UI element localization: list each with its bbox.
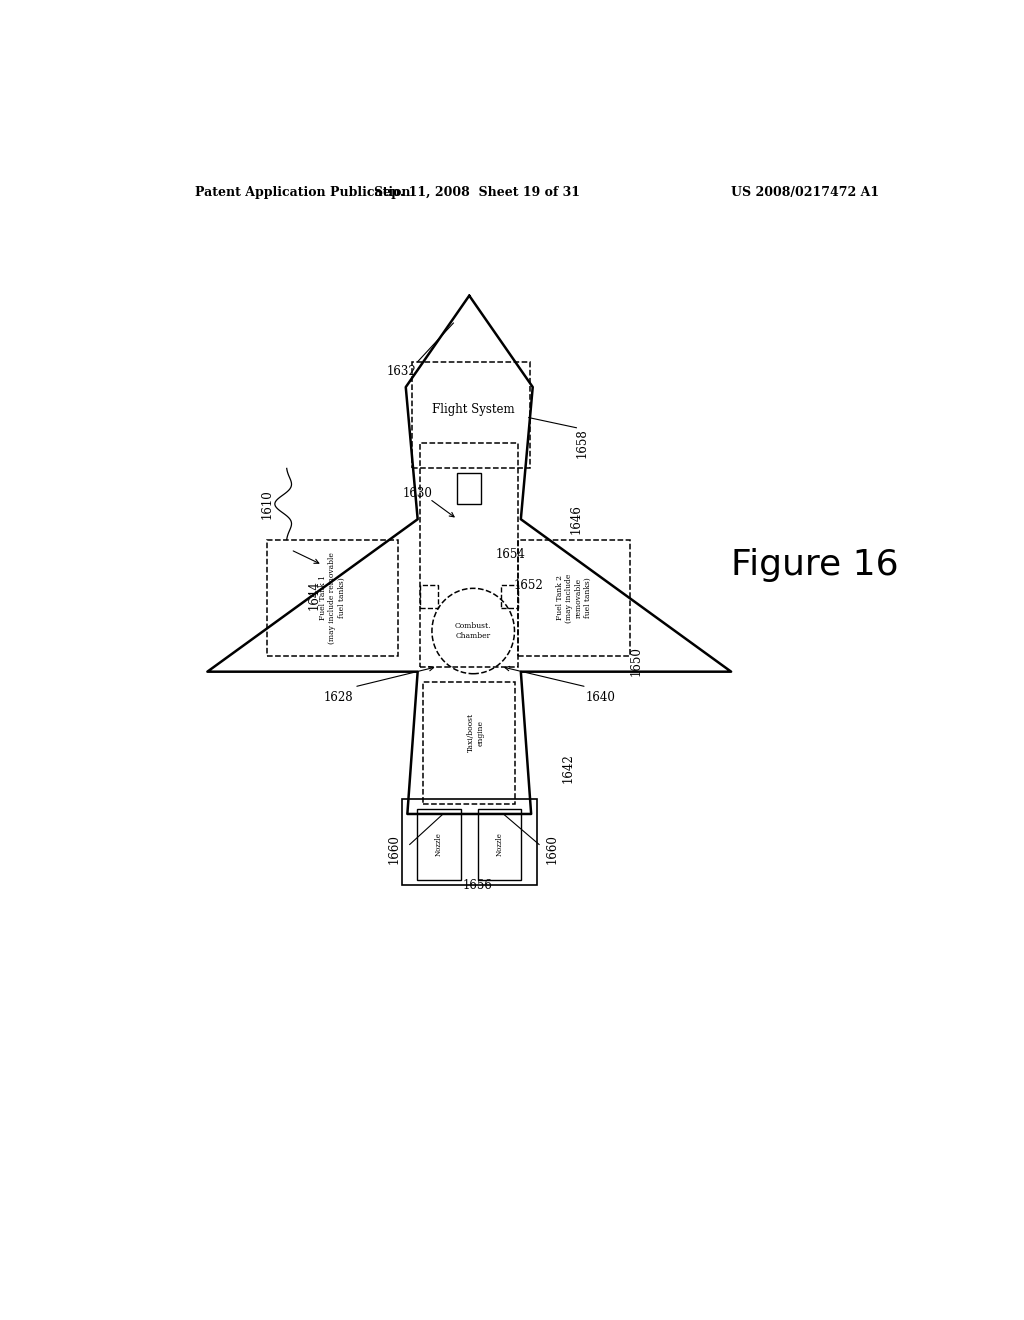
Text: Nozzle: Nozzle <box>496 833 504 857</box>
Text: US 2008/0217472 A1: US 2008/0217472 A1 <box>731 186 880 199</box>
Text: 1632: 1632 <box>387 366 417 379</box>
Bar <box>477 809 521 880</box>
Bar <box>267 540 397 656</box>
Text: Fuel Tank 2
(may include
removable
fuel tanks): Fuel Tank 2 (may include removable fuel … <box>556 573 592 623</box>
Bar <box>458 474 481 504</box>
Bar <box>423 682 515 804</box>
Text: 1640: 1640 <box>586 690 615 704</box>
Bar <box>401 799 537 886</box>
Text: 1658: 1658 <box>575 428 589 458</box>
Bar <box>420 444 518 667</box>
Bar <box>412 362 529 469</box>
Text: Fuel Tank 1
(may include removable
fuel tanks): Fuel Tank 1 (may include removable fuel … <box>319 552 345 644</box>
Text: 1642: 1642 <box>562 754 574 783</box>
Bar <box>501 585 518 607</box>
Text: Figure 16: Figure 16 <box>731 548 898 582</box>
Text: 1650: 1650 <box>630 647 642 676</box>
Text: 1644: 1644 <box>308 581 321 610</box>
Text: 1660: 1660 <box>387 834 400 865</box>
Bar <box>518 540 630 656</box>
Text: 1630: 1630 <box>402 487 432 500</box>
Text: 1652: 1652 <box>514 578 544 591</box>
Text: Patent Application Publication: Patent Application Publication <box>196 186 411 199</box>
Text: Taxi/boost
engine: Taxi/boost engine <box>467 713 484 752</box>
Text: 1660: 1660 <box>546 834 559 865</box>
Text: 1646: 1646 <box>570 504 583 535</box>
Text: Sep. 11, 2008  Sheet 19 of 31: Sep. 11, 2008 Sheet 19 of 31 <box>374 186 581 199</box>
Text: 1654: 1654 <box>496 548 525 561</box>
Text: 1656: 1656 <box>462 879 493 891</box>
Text: 1610: 1610 <box>260 490 273 519</box>
Text: Flight System: Flight System <box>432 403 514 416</box>
Text: Combust.
Chamber: Combust. Chamber <box>455 623 492 640</box>
Text: Nozzle: Nozzle <box>435 833 443 857</box>
Bar <box>420 585 437 607</box>
Text: 1628: 1628 <box>324 690 353 704</box>
Bar <box>417 809 461 880</box>
